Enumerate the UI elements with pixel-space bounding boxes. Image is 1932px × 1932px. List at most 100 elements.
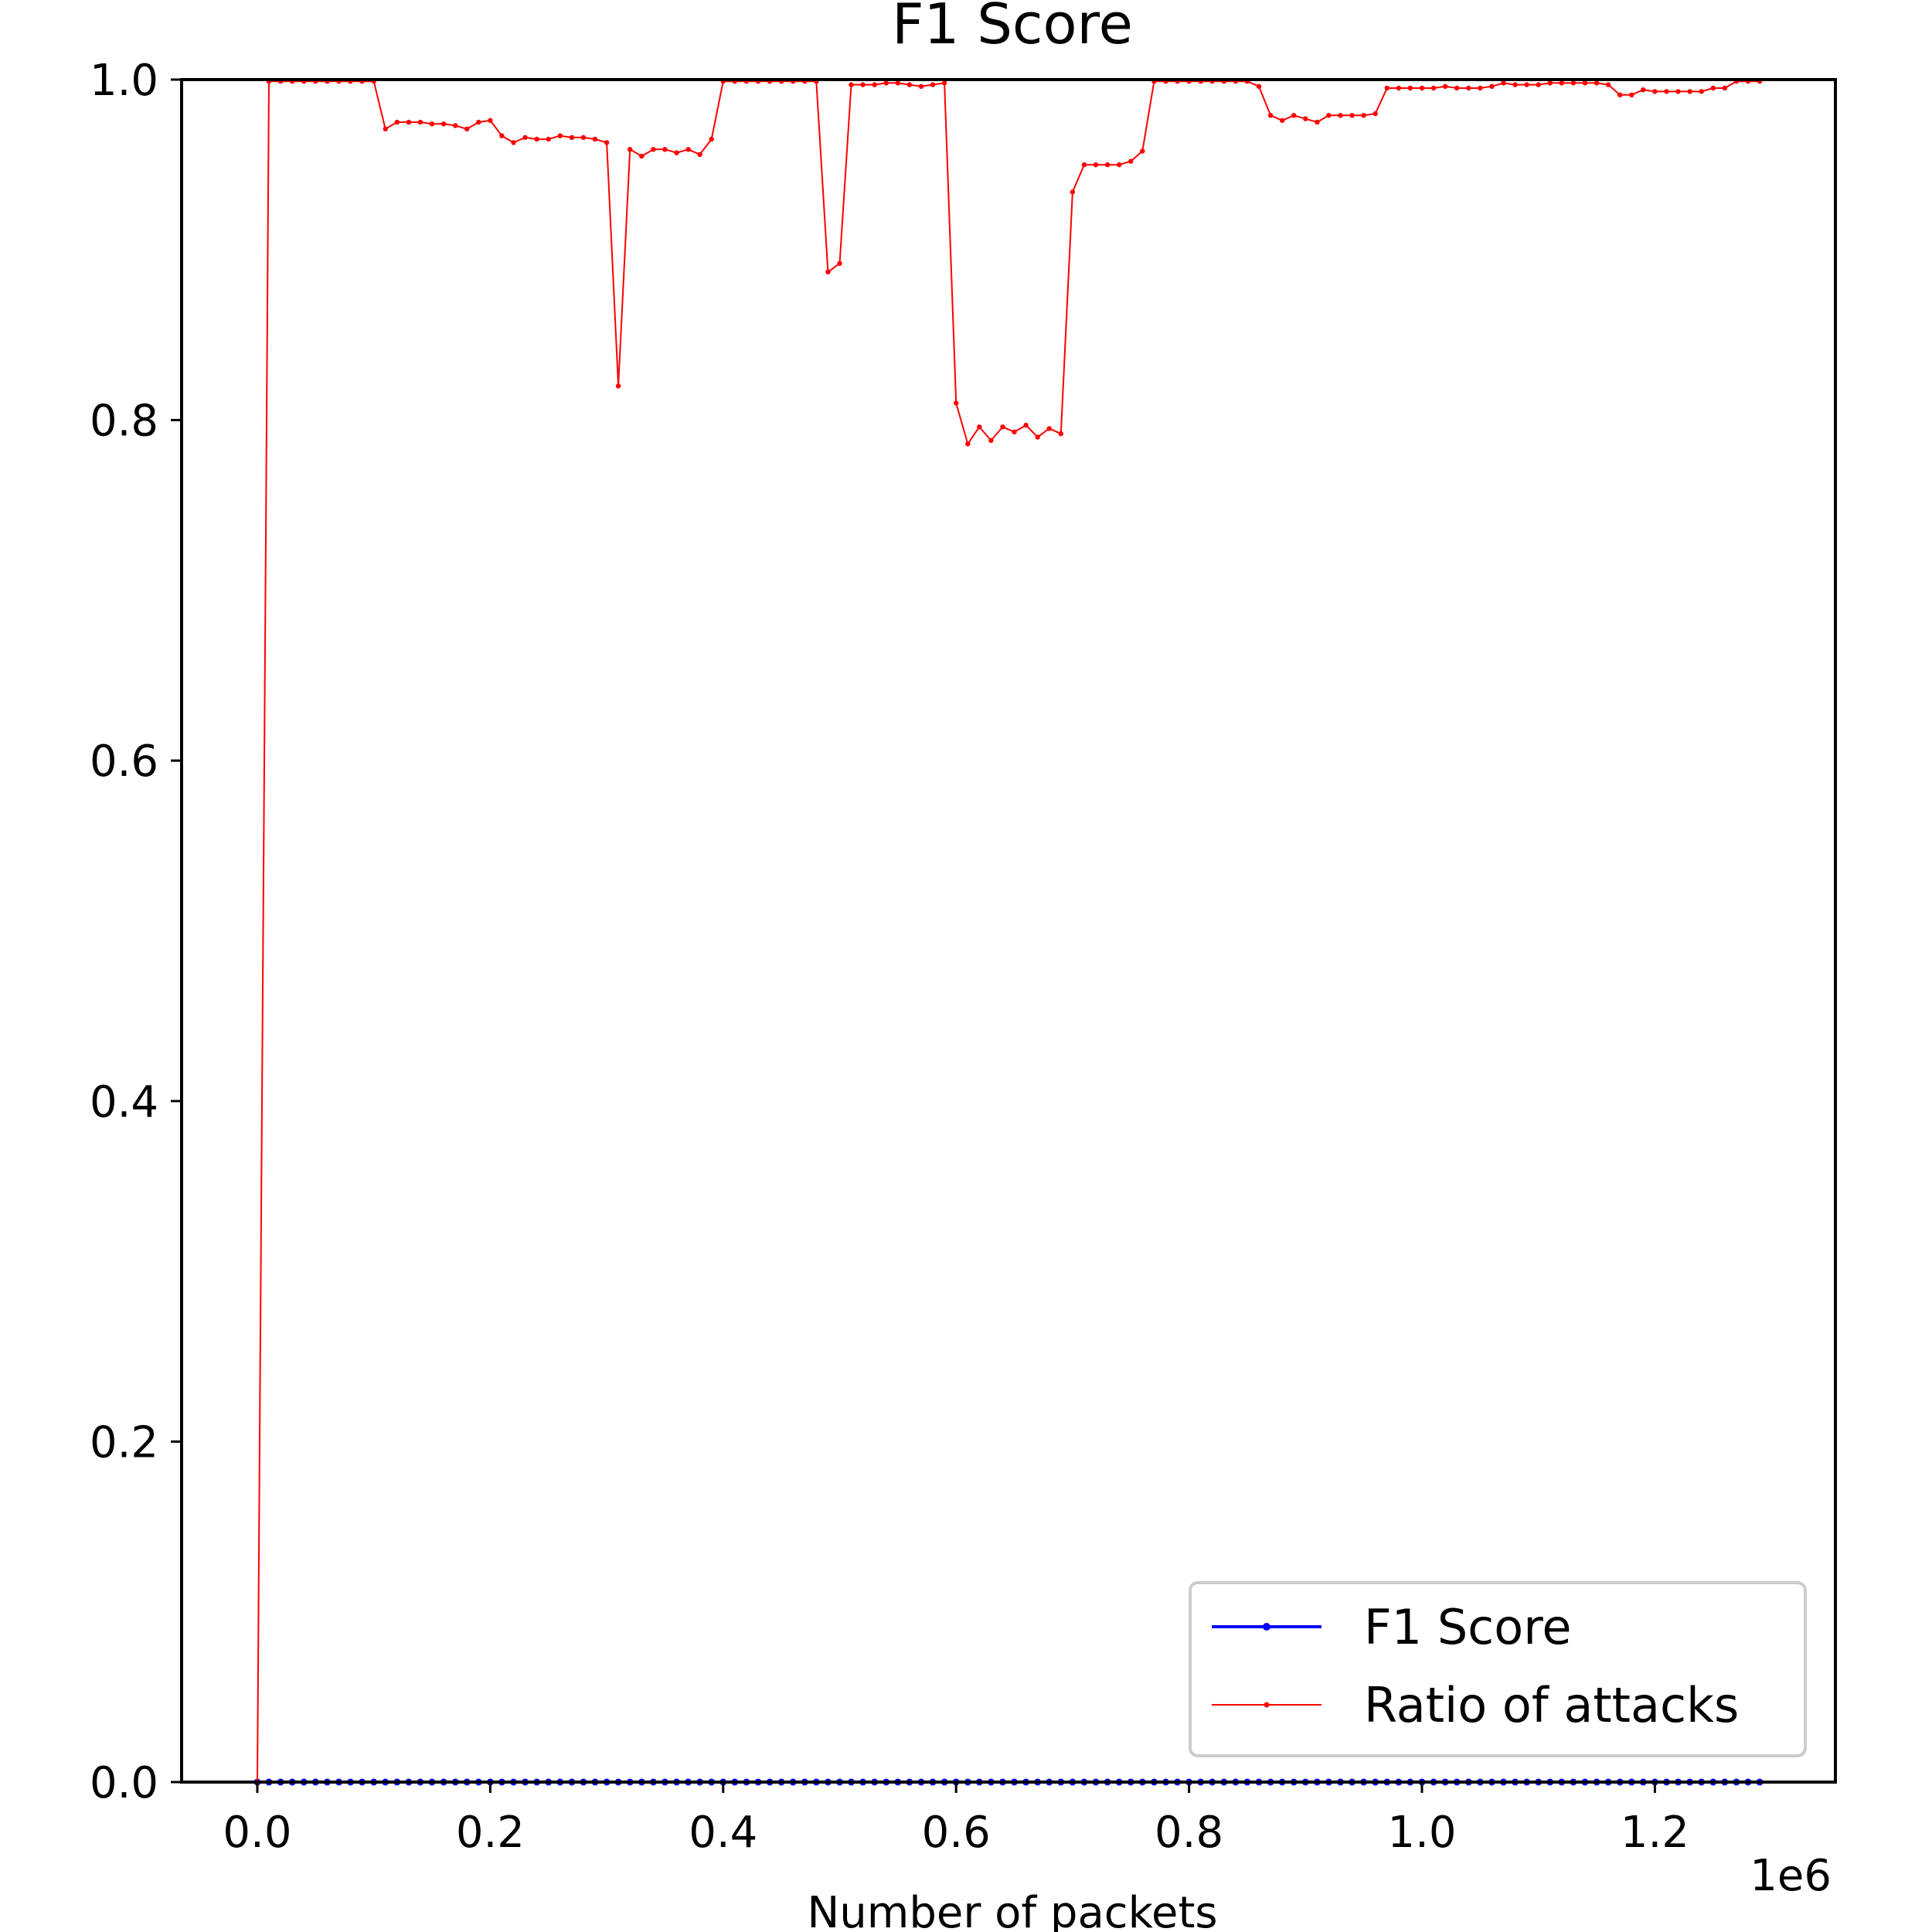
data-point-ratio-of-attacks xyxy=(1478,85,1483,91)
plot-frame xyxy=(180,78,1837,1784)
data-point-ratio-of-attacks xyxy=(860,82,866,87)
x-axis-offset-label: 1e6 xyxy=(1750,1851,1832,1901)
data-point-ratio-of-attacks xyxy=(569,134,575,141)
data-point-ratio-of-attacks xyxy=(1419,85,1425,91)
data-point-ratio-of-attacks xyxy=(628,147,633,152)
series-ratio-of-attacks xyxy=(254,79,1763,1785)
data-point-ratio-of-attacks xyxy=(895,80,901,86)
y-tick-label: 0.6 xyxy=(90,736,158,787)
data-point-ratio-of-attacks xyxy=(941,80,947,86)
data-point-ratio-of-attacks xyxy=(1349,113,1355,118)
y-tick-label: 0.4 xyxy=(90,1077,158,1128)
data-point-ratio-of-attacks xyxy=(383,126,388,132)
data-point-ratio-of-attacks xyxy=(1117,162,1122,168)
data-point-ratio-of-attacks xyxy=(1594,80,1600,86)
data-point-ratio-of-attacks xyxy=(1012,429,1017,435)
data-point-ratio-of-attacks xyxy=(1303,116,1308,121)
plot-area xyxy=(182,80,1835,1782)
data-point-ratio-of-attacks xyxy=(1687,89,1692,94)
x-tick-label: 1.0 xyxy=(1387,1808,1456,1858)
x-axis-label: Number of packets xyxy=(807,1888,1217,1932)
data-point-ratio-of-attacks xyxy=(639,153,645,159)
legend-box xyxy=(1189,1581,1807,1757)
legend-item-f1-score: F1 Score xyxy=(1212,1599,1571,1655)
data-point-ratio-of-attacks xyxy=(1058,431,1064,437)
data-point-ratio-of-attacks xyxy=(1536,82,1541,87)
chart-title: F1 Score xyxy=(892,0,1133,56)
data-point-ratio-of-attacks xyxy=(988,437,994,444)
data-point-ratio-of-attacks xyxy=(954,400,959,406)
data-point-ratio-of-attacks xyxy=(697,151,702,158)
data-point-ratio-of-attacks xyxy=(1407,85,1413,91)
data-point-ratio-of-attacks xyxy=(453,123,458,128)
data-point-ratio-of-attacks xyxy=(1291,113,1297,118)
legend-marker-f1-score xyxy=(1263,1623,1270,1631)
data-point-ratio-of-attacks xyxy=(580,134,587,141)
data-point-ratio-of-attacks xyxy=(1605,82,1611,87)
data-point-ratio-of-attacks xyxy=(918,83,924,90)
x-tick-label: 0.4 xyxy=(689,1808,757,1858)
data-point-ratio-of-attacks xyxy=(1675,89,1681,94)
data-point-ratio-of-attacks xyxy=(930,82,936,87)
y-tick-label: 0.0 xyxy=(90,1758,158,1808)
data-point-ratio-of-attacks xyxy=(1104,162,1111,168)
x-tick-label: 0.0 xyxy=(223,1808,291,1858)
data-point-ratio-of-attacks xyxy=(825,269,831,275)
legend-item-ratio-of-attacks: Ratio of attacks xyxy=(1212,1677,1739,1733)
data-point-ratio-of-attacks xyxy=(1652,89,1658,94)
data-point-ratio-of-attacks xyxy=(1641,87,1646,93)
data-point-ratio-of-attacks xyxy=(429,121,435,127)
data-point-ratio-of-attacks xyxy=(709,136,714,142)
data-point-ratio-of-attacks xyxy=(476,119,481,125)
y-tick-label: 0.8 xyxy=(90,396,158,447)
legend: F1 Score Ratio of attacks xyxy=(1189,1581,1807,1757)
series-line-ratio-of-attacks xyxy=(257,80,1760,1783)
y-axis-ticks: 0.0 0.2 0.4 0.6 0.8 1.0 xyxy=(90,56,182,1808)
data-point-ratio-of-attacks xyxy=(1128,158,1134,164)
data-point-ratio-of-attacks xyxy=(1035,434,1040,440)
data-point-ratio-of-attacks xyxy=(440,121,447,127)
legend-marker-ratio-of-attacks xyxy=(1264,1702,1270,1708)
x-tick-label: 1.2 xyxy=(1621,1808,1689,1858)
data-point-ratio-of-attacks xyxy=(1559,80,1565,86)
data-point-ratio-of-attacks xyxy=(1699,89,1704,94)
x-tick-label: 0.8 xyxy=(1155,1808,1223,1858)
legend-label-f1-score: F1 Score xyxy=(1364,1599,1571,1655)
data-point-ratio-of-attacks xyxy=(557,133,563,138)
data-point-ratio-of-attacks xyxy=(977,424,982,430)
data-point-ratio-of-attacks xyxy=(511,140,516,145)
data-point-ratio-of-attacks xyxy=(464,126,470,132)
data-point-ratio-of-attacks xyxy=(488,117,493,124)
data-point-ratio-of-attacks xyxy=(906,82,913,87)
y-tick-label: 0.2 xyxy=(90,1417,158,1468)
legend-label-ratio-of-attacks: Ratio of attacks xyxy=(1364,1677,1739,1733)
data-point-ratio-of-attacks xyxy=(1466,85,1471,91)
data-point-ratio-of-attacks xyxy=(1081,162,1087,168)
data-point-ratio-of-attacks xyxy=(534,136,539,142)
x-tick-label: 0.2 xyxy=(456,1808,525,1858)
data-point-ratio-of-attacks xyxy=(1315,119,1320,125)
data-point-ratio-of-attacks xyxy=(883,80,889,86)
data-point-ratio-of-attacks xyxy=(1430,85,1437,91)
data-point-ratio-of-attacks xyxy=(1280,117,1285,124)
x-axis-ticks: 0.0 0.2 0.4 0.6 0.8 1.0 1.2 xyxy=(223,1782,1689,1858)
data-point-ratio-of-attacks xyxy=(1629,92,1634,98)
data-point-ratio-of-attacks xyxy=(1524,82,1529,87)
data-point-ratio-of-attacks xyxy=(1384,85,1390,91)
data-point-ratio-of-attacks xyxy=(1582,80,1588,86)
data-point-ratio-of-attacks xyxy=(872,82,877,87)
data-point-ratio-of-attacks xyxy=(1547,80,1553,86)
data-point-ratio-of-attacks xyxy=(1093,162,1099,168)
data-point-ratio-of-attacks xyxy=(1046,426,1052,431)
data-point-ratio-of-attacks xyxy=(1710,85,1716,91)
data-point-ratio-of-attacks xyxy=(837,260,842,267)
data-point-ratio-of-attacks xyxy=(662,147,668,152)
data-point-ratio-of-attacks xyxy=(1070,189,1076,195)
data-point-ratio-of-attacks xyxy=(1023,423,1029,428)
data-point-ratio-of-attacks xyxy=(406,119,412,125)
data-point-ratio-of-attacks xyxy=(1267,113,1274,118)
data-point-ratio-of-attacks xyxy=(1396,85,1402,91)
data-point-ratio-of-attacks xyxy=(1617,92,1623,98)
data-point-ratio-of-attacks xyxy=(546,136,551,142)
